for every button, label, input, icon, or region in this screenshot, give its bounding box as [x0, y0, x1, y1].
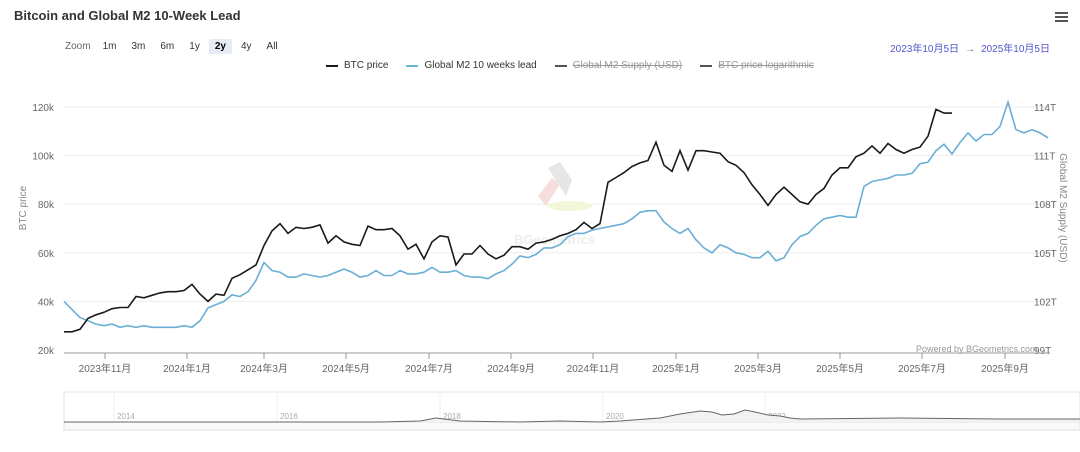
y2-tick-label: 102T [1034, 297, 1057, 308]
x-tick-label: 2024年5月 [322, 362, 370, 375]
zoom-4y-button[interactable]: 4y [240, 41, 252, 52]
zoom-3m-button[interactable]: 3m [131, 41, 146, 52]
y-tick-label: 120k [32, 103, 55, 114]
legend-swatch [700, 64, 713, 67]
navigator-year-label: 2020 [606, 412, 624, 421]
x-tick-label: 2025年3月 [734, 362, 782, 375]
x-tick-label: 2024年3月 [240, 362, 288, 375]
legend-item-btc-log[interactable]: BTC price logarithmic [700, 60, 814, 71]
svg-text:BGeometrics: BGeometrics [514, 232, 595, 247]
y2-tick-label: 111T [1034, 152, 1055, 163]
x-tick-label: 2024年7月 [405, 362, 453, 375]
navigator-year-label: 2016 [280, 412, 298, 421]
hamburger-menu-icon[interactable] [1055, 12, 1068, 24]
y-axis-title-right: Global M2 Supply (USD) [1057, 153, 1068, 262]
legend-label: BTC price [344, 60, 389, 71]
legend-swatch [326, 64, 338, 67]
y-axis-right: 99T 102T 105T 108T 111T 114T [1034, 103, 1057, 357]
x-tick-label: 2025年9月 [981, 362, 1029, 375]
x-tick-label: 2025年5月 [816, 362, 864, 375]
x-axis: 2023年11月 2024年1月 2024年3月 2024年5月 2024年7月 2024… [64, 352, 1050, 375]
y2-tick-label: 105T [1034, 249, 1057, 260]
zoom-2y-button[interactable]: 2y [208, 39, 232, 54]
legend-label: Global M2 Supply (USD) [572, 60, 683, 71]
zoom-all-button[interactable]: All [266, 41, 278, 52]
y-tick-label: 100k [32, 152, 55, 163]
legend-label: BTC price logarithmic [718, 60, 814, 71]
x-tick-label: 2024年1月 [163, 362, 211, 375]
legend-swatch [554, 64, 567, 67]
y-axis-title-left: BTC price [18, 185, 29, 230]
y-axis-left: 20k 40k 60k 80k 100k 120k [32, 103, 55, 357]
range-to-input[interactable]: 2025年10月5日 [981, 44, 1050, 55]
y-tick-label: 20k [38, 346, 55, 357]
legend-item-btc-price[interactable]: BTC price [326, 60, 388, 71]
navigator-year-label: 2014 [117, 412, 135, 421]
credit-link[interactable]: Powered by BGeometrics.com [916, 344, 1038, 354]
date-range: 2023年10月5日 → 2025年10月5日 [890, 40, 1050, 55]
legend-item-global-m2-supply[interactable]: Global M2 Supply (USD) [554, 60, 683, 71]
x-tick-label: 2024年11月 [567, 362, 620, 375]
bgeometrics-watermark: BGeometrics [514, 162, 595, 247]
x-tick-label: 2025年1月 [652, 362, 700, 375]
x-tick-label: 2024年9月 [487, 362, 535, 375]
legend-item-global-m2-lead[interactable]: Global M2 10 weeks lead [406, 60, 537, 71]
y-tick-label: 80k [38, 200, 55, 211]
legend-label: Global M2 10 weeks lead [424, 60, 537, 71]
legend: BTC price Global M2 10 weeks lead Global… [326, 60, 814, 71]
chart-title: Bitcoin and Global M2 10-Week Lead [14, 8, 241, 23]
y2-tick-label: 114T [1034, 103, 1056, 114]
y2-tick-label: 108T [1034, 200, 1057, 211]
zoom-1m-button[interactable]: 1m [102, 41, 117, 52]
navigator-year-label: 2018 [443, 412, 461, 421]
x-tick-label: 2023年11月 [79, 362, 132, 375]
x-tick-label: 2025年7月 [898, 362, 946, 375]
zoom-label: Zoom [65, 41, 91, 52]
y-tick-label: 60k [38, 249, 55, 260]
range-arrow: → [965, 44, 976, 55]
zoom-6m-button[interactable]: 6m [160, 41, 175, 52]
zoom-1y-button[interactable]: 1y [189, 41, 200, 52]
legend-swatch [406, 64, 419, 67]
navigator[interactable]: 20142016201820202022 [63, 391, 1080, 431]
zoom-selector: Zoom 1m 3m 6m 1y 2y 4y All [65, 39, 287, 54]
series-global-m2-lead[interactable] [63, 99, 1049, 329]
series-btc-price[interactable] [64, 108, 952, 333]
y-tick-label: 40k [38, 297, 55, 308]
range-from-input[interactable]: 2023年10月5日 [890, 44, 960, 55]
y2-tick-label: 99T [1034, 346, 1051, 357]
